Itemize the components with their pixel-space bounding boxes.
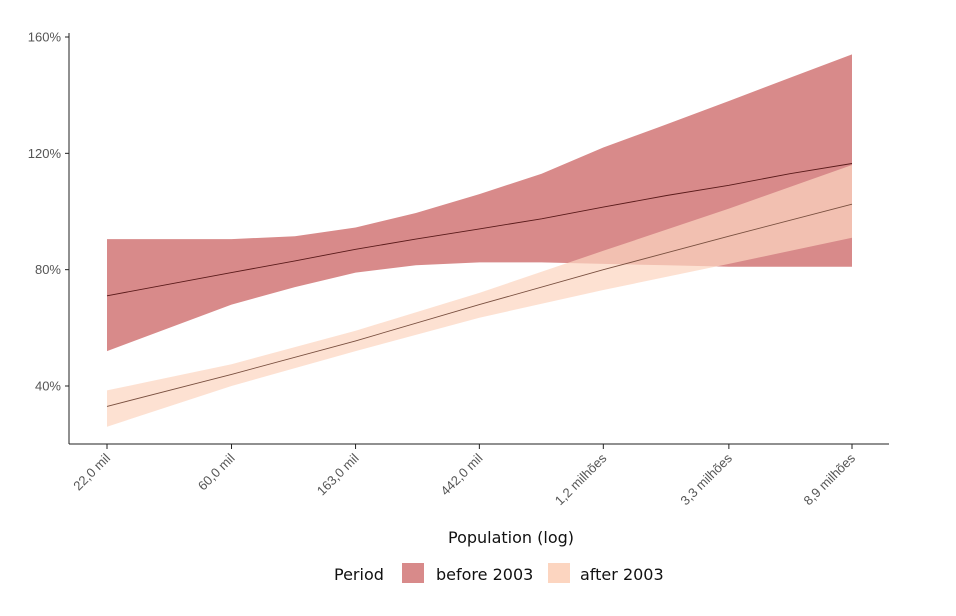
y-tick-label: 80% — [35, 262, 61, 277]
legend-label: before 2003 — [436, 565, 533, 584]
x-tick-label: 60,0 mil — [195, 450, 238, 493]
trend-lines — [106, 163, 853, 407]
x-axis-title: Population (log) — [448, 528, 574, 547]
band-after-2003 — [107, 165, 852, 427]
x-ticks: 22,0 mil 60,0 mil 163,0 mil 442,0 mil 1,2 mi… — [70, 444, 858, 508]
x-tick-label: 8,9 milhões — [801, 450, 859, 508]
y-tick-label: 160% — [28, 30, 62, 45]
confidence-bands — [107, 54, 852, 427]
y-tick-label: 40% — [35, 379, 61, 394]
y-tick-label: 120% — [28, 146, 62, 161]
legend-key-after-2003 — [548, 563, 570, 583]
legend-label: after 2003 — [580, 565, 664, 584]
x-tick-label: 442,0 mil — [438, 450, 486, 498]
x-tick-label: 22,0 mil — [70, 450, 113, 493]
legend-key-before-2003 — [402, 563, 424, 583]
x-tick-label: 3,3 milhões — [677, 450, 735, 508]
x-tick-label: 163,0 mil — [314, 450, 362, 498]
line-before-2003 — [106, 163, 853, 297]
legend: Period before 2003 after 2003 — [334, 563, 664, 584]
x-tick-label: 1,2 milhões — [552, 450, 610, 508]
band-before-2003 — [107, 54, 852, 352]
y-ticks: 40% 80% 120% 160% — [28, 30, 69, 394]
line-after-2003 — [106, 203, 853, 407]
legend-title: Period — [334, 565, 384, 584]
